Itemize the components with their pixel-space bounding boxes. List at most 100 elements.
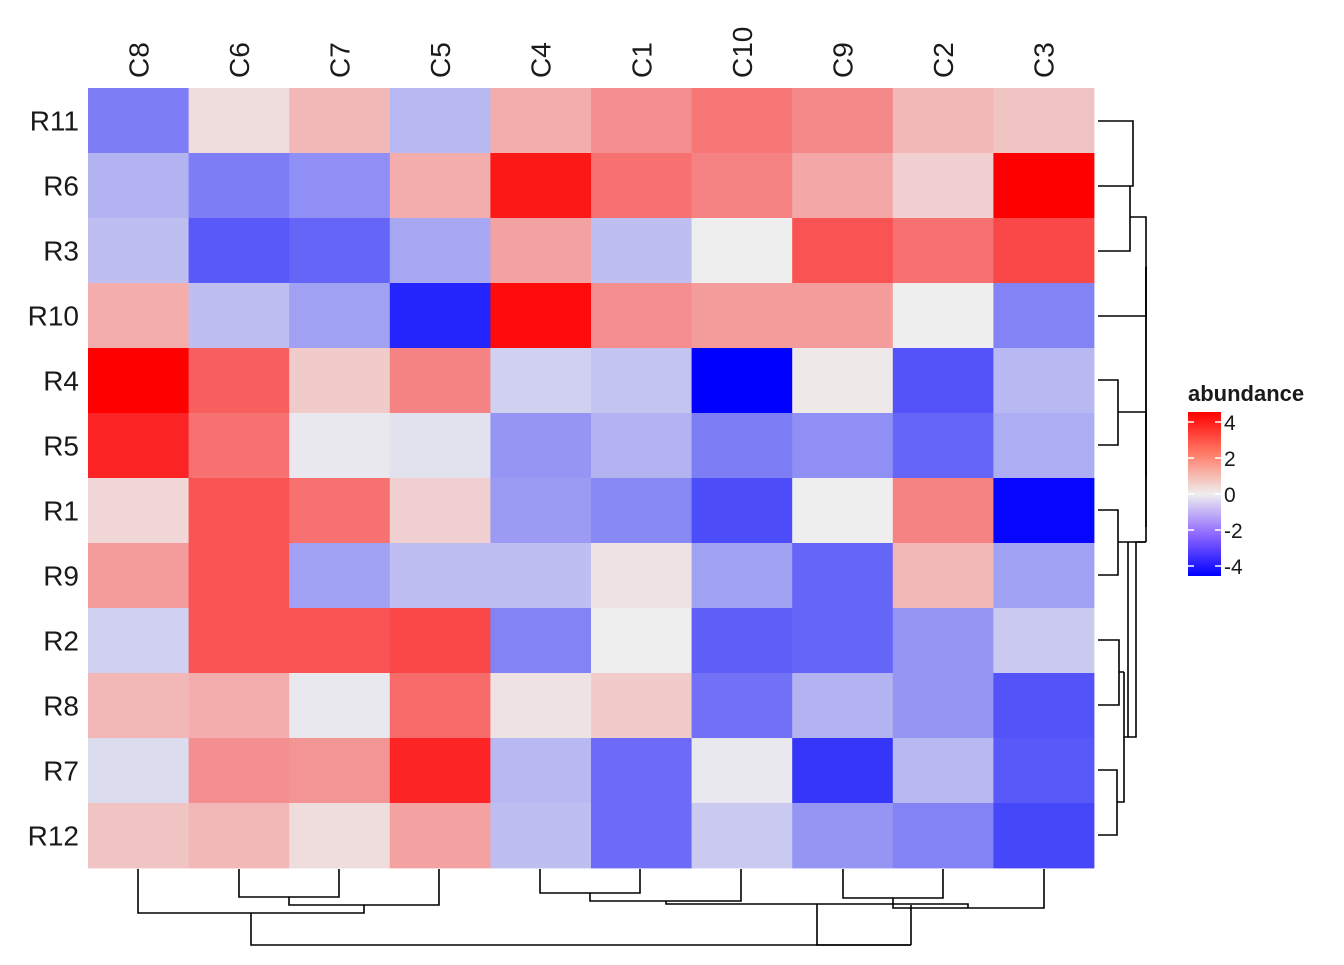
heatmap-cell-R7-C6 [188, 738, 290, 804]
heatmap-cell-R12-C10 [691, 803, 793, 869]
heatmap-cell-R3-C6 [188, 218, 290, 284]
heatmap-cell-R6-C8 [88, 153, 189, 219]
column-dendrogram [137, 869, 1045, 946]
heatmap-cell-R5-C4 [490, 413, 592, 479]
heatmap-cell-R10-C9 [792, 283, 894, 349]
heatmap-cell-R6-C5 [389, 153, 491, 219]
heatmap-cell-R2-C9 [792, 608, 894, 674]
heatmap-cell-R10-C7 [289, 283, 391, 349]
heatmap-cell-R2-C6 [188, 608, 290, 674]
heatmap-cell-R10-C4 [490, 283, 592, 349]
heatmap-cell-R12-C5 [389, 803, 491, 869]
heatmap-cell-R1-C8 [88, 478, 189, 544]
heatmap-cell-R12-C3 [993, 803, 1095, 869]
heatmap-cell-R7-C2 [892, 738, 994, 804]
heatmap-cells [88, 88, 1095, 869]
column-label-C7: C7 [325, 42, 356, 78]
heatmap-cell-R11-C4 [490, 88, 592, 154]
heatmap-cell-R9-C9 [792, 543, 894, 609]
column-labels: C8 C6 C7 C5 C4 C1 C10 C9 C2 C3 [123, 27, 1059, 78]
heatmap-cell-R11-C2 [892, 88, 994, 154]
heatmap-cell-R6-C2 [892, 153, 994, 219]
heatmap-cell-R1-C3 [993, 478, 1095, 544]
heatmap-cell-R12-C1 [591, 803, 692, 869]
heatmap-cell-R12-C7 [289, 803, 391, 869]
column-label-C3: C3 [1029, 42, 1060, 78]
heatmap-cell-R9-C4 [490, 543, 592, 609]
heatmap-cell-R12-C9 [792, 803, 894, 869]
row-label-R6: R6 [43, 171, 79, 202]
heatmap-cell-R2-C1 [591, 608, 692, 674]
heatmap-cell-R6-C1 [591, 153, 692, 219]
heatmap-cell-R8-C3 [993, 673, 1095, 739]
heatmap-cell-R6-C3 [993, 153, 1095, 219]
heatmap-cell-R4-C9 [792, 348, 894, 414]
legend: abundance 4 2 0 -2 -4 [1188, 381, 1304, 579]
heatmap-cell-R9-C6 [188, 543, 290, 609]
row-label-R2: R2 [43, 626, 79, 657]
heatmap-cell-R12-C4 [490, 803, 592, 869]
heatmap-cell-R7-C8 [88, 738, 189, 804]
heatmap-cell-R11-C7 [289, 88, 391, 154]
heatmap-cell-R1-C2 [892, 478, 994, 544]
heatmap-cell-R11-C9 [792, 88, 894, 154]
row-label-R7: R7 [43, 756, 79, 787]
heatmap-cell-R5-C5 [389, 413, 491, 479]
heatmap-cell-R1-C4 [490, 478, 592, 544]
row-label-R12: R12 [28, 821, 79, 852]
heatmap-cell-R10-C3 [993, 283, 1095, 349]
heatmap-cell-R11-C6 [188, 88, 290, 154]
heatmap-cell-R11-C8 [88, 88, 189, 154]
heatmap-cell-R10-C1 [591, 283, 692, 349]
heatmap-cell-R6-C7 [289, 153, 391, 219]
heatmap-cell-R6-C6 [188, 153, 290, 219]
column-label-C5: C5 [425, 42, 456, 78]
column-label-C4: C4 [526, 42, 557, 78]
heatmap-cell-R2-C8 [88, 608, 189, 674]
legend-tick-label: 2 [1224, 448, 1236, 471]
row-label-R3: R3 [43, 236, 79, 267]
heatmap-cell-R11-C5 [389, 88, 491, 154]
heatmap-cell-R5-C3 [993, 413, 1095, 479]
heatmap-cell-R9-C1 [591, 543, 692, 609]
heatmap-cell-R2-C7 [289, 608, 391, 674]
heatmap-cell-R8-C2 [892, 673, 994, 739]
heatmap-cell-R3-C9 [792, 218, 894, 284]
heatmap-cell-R4-C4 [490, 348, 592, 414]
heatmap-cell-R7-C7 [289, 738, 391, 804]
heatmap-cell-R7-C9 [792, 738, 894, 804]
column-label-C2: C2 [928, 42, 959, 78]
heatmap-cell-R5-C2 [892, 413, 994, 479]
heatmap-cell-R5-C6 [188, 413, 290, 479]
heatmap-cell-R4-C1 [591, 348, 692, 414]
heatmap-cell-R6-C4 [490, 153, 592, 219]
heatmap-cell-R8-C1 [591, 673, 692, 739]
heatmap-cell-R4-C2 [892, 348, 994, 414]
row-label-R4: R4 [43, 366, 79, 397]
row-label-R8: R8 [43, 691, 79, 722]
column-label-C1: C1 [626, 42, 657, 78]
heatmap-cell-R12-C2 [892, 803, 994, 869]
row-label-R1: R1 [43, 496, 79, 527]
legend-tick-label: -2 [1224, 520, 1243, 543]
heatmap-cell-R5-C8 [88, 413, 189, 479]
heatmap-cell-R7-C10 [691, 738, 793, 804]
row-label-R10: R10 [28, 301, 79, 332]
legend-title: abundance [1188, 381, 1304, 406]
heatmap-cell-R8-C7 [289, 673, 391, 739]
heatmap-cell-R1-C10 [691, 478, 793, 544]
heatmap-cell-R10-C10 [691, 283, 793, 349]
row-label-R5: R5 [43, 431, 79, 462]
heatmap-cell-R9-C7 [289, 543, 391, 609]
heatmap-cell-R1-C9 [792, 478, 894, 544]
heatmap-cell-R3-C8 [88, 218, 189, 284]
heatmap-cell-R12-C8 [88, 803, 189, 869]
legend-tick-label: 0 [1224, 484, 1236, 507]
heatmap-cell-R4-C10 [691, 348, 793, 414]
heatmap-cell-R8-C6 [188, 673, 290, 739]
heatmap-cell-R1-C7 [289, 478, 391, 544]
heatmap-cell-R11-C3 [993, 88, 1095, 154]
heatmap-cell-R9-C5 [389, 543, 491, 609]
heatmap-cell-R9-C8 [88, 543, 189, 609]
